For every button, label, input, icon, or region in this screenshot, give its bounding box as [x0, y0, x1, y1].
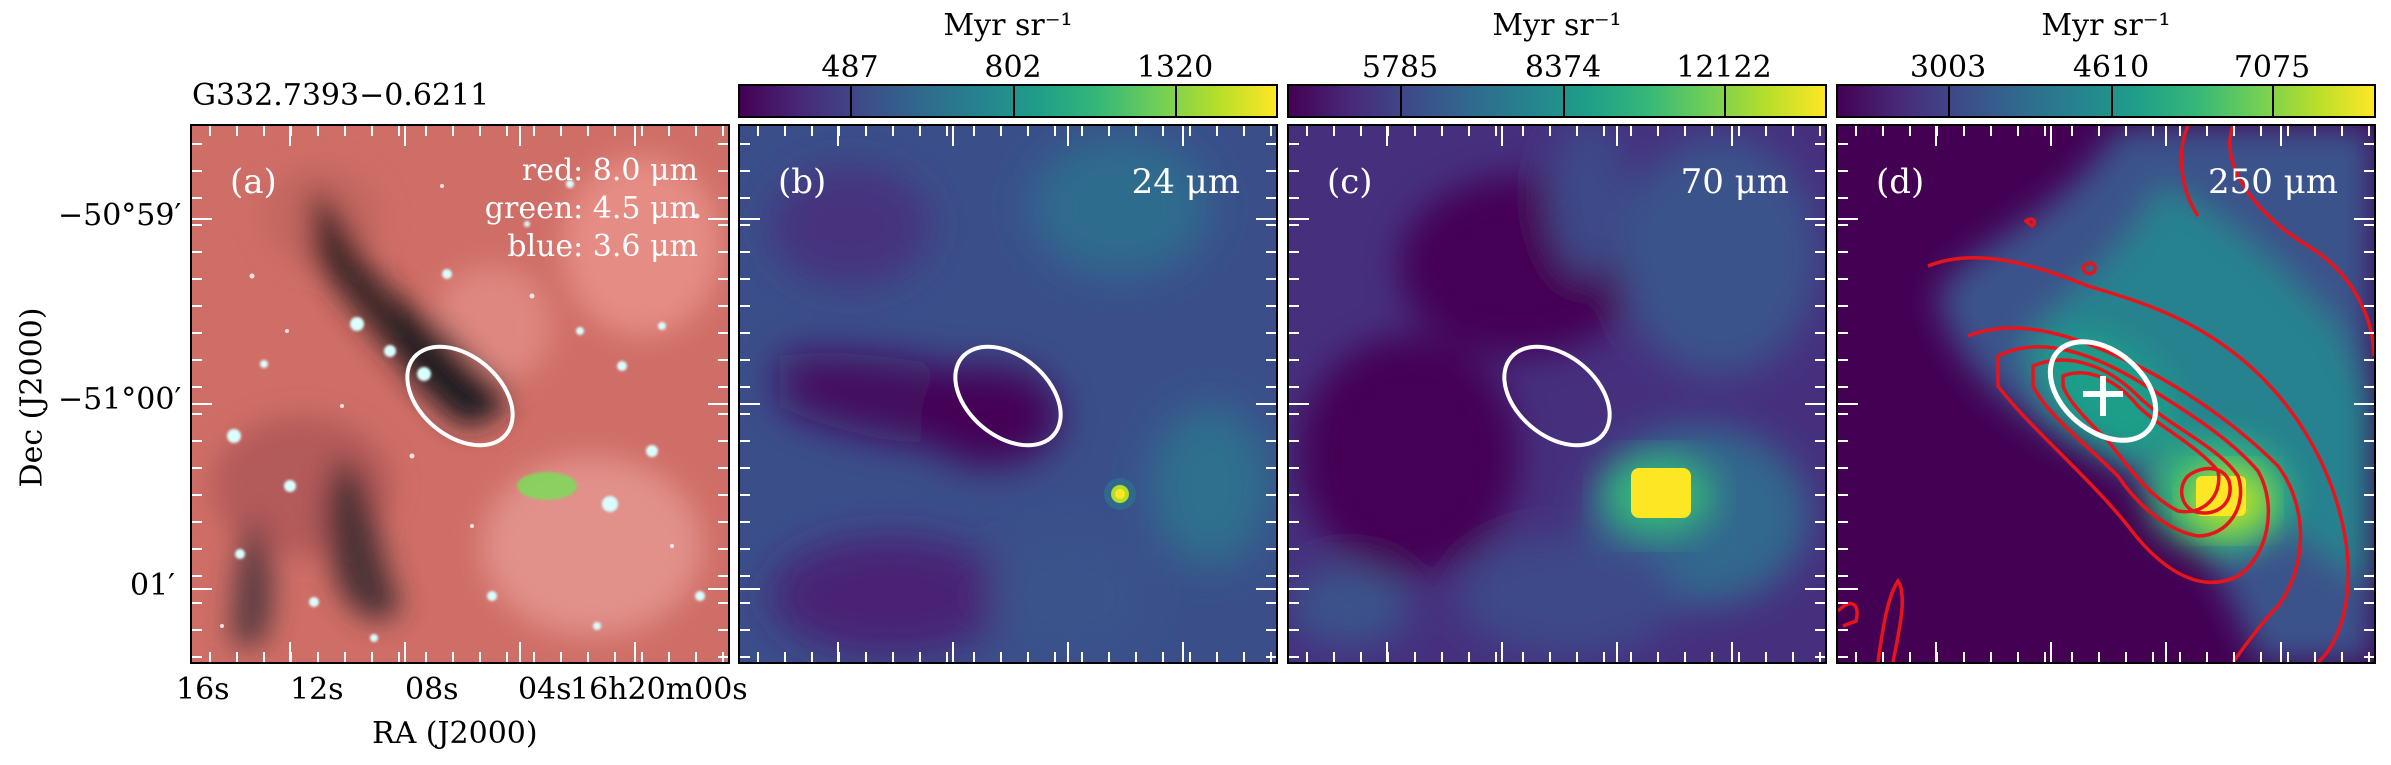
panel-tag-d: (d) — [1876, 162, 1925, 202]
colorbar-tick: 4610 — [2072, 50, 2150, 85]
y-axis-label: Dec (J2000) — [14, 307, 50, 488]
colorbar-unit-b: Myr sr⁻¹ — [943, 8, 1073, 43]
rgb-legend-blue: blue: 3.6 μm — [507, 229, 698, 264]
colorbar-gradient — [738, 84, 1278, 118]
x-tick-label: 08s — [405, 672, 459, 707]
colorbar-tick: 1320 — [1136, 50, 1214, 85]
y-tick-label: −50°59′ — [58, 198, 182, 233]
colorbar-gradient — [1287, 84, 1827, 118]
x-tick-label: 16h20m00s — [570, 672, 748, 707]
x-tick-label: 16s — [176, 672, 230, 707]
band-label-c: 70 μm — [1680, 162, 1789, 202]
colorbar-tick: 487 — [821, 50, 879, 85]
colorbar-unit-c: Myr sr⁻¹ — [1492, 8, 1622, 43]
panel-c-70um-image: (c) 70 μm — [1287, 124, 1827, 664]
colorbar-tick: 3003 — [1909, 50, 1987, 85]
panel-tag-c: (c) — [1327, 162, 1373, 202]
rgb-legend-green: green: 4.5 μm — [484, 191, 698, 226]
x-tick-label: 04s — [518, 672, 572, 707]
x-axis-label: RA (J2000) — [372, 716, 538, 751]
panel-tag-a: (a) — [230, 162, 277, 202]
source-name: G332.7393−0.6211 — [192, 78, 490, 113]
panel-d-250um-image: (d) 250 μm — [1836, 124, 2376, 664]
y-tick-label: 01′ — [130, 568, 175, 603]
colorbar-tick: 7075 — [2233, 50, 2311, 85]
panel-b-24um-image: (b) 24 μm — [738, 124, 1278, 664]
rgb-legend: red: 8.0 μm green: 4.5 μm blue: 3.6 μm — [485, 152, 698, 266]
colorbar-gradient — [1836, 84, 2376, 118]
colorbar-tick: 8374 — [1524, 50, 1602, 85]
colorbar-unit-d: Myr sr⁻¹ — [2041, 8, 2171, 43]
colorbar-tick: 802 — [984, 50, 1042, 85]
band-label-d: 250 μm — [2207, 162, 2338, 202]
y-tick-label: −51°00′ — [58, 382, 182, 417]
colorbar-tick: 5785 — [1361, 50, 1439, 85]
panel-a-rgb-image: (a) red: 8.0 μm green: 4.5 μm blue: 3.6 … — [190, 124, 730, 664]
rgb-legend-red: red: 8.0 μm — [521, 153, 698, 188]
band-label-b: 24 μm — [1131, 162, 1240, 202]
colorbar-tick: 12122 — [1676, 50, 1772, 85]
panel-tag-b: (b) — [778, 162, 827, 202]
x-tick-label: 12s — [290, 672, 344, 707]
